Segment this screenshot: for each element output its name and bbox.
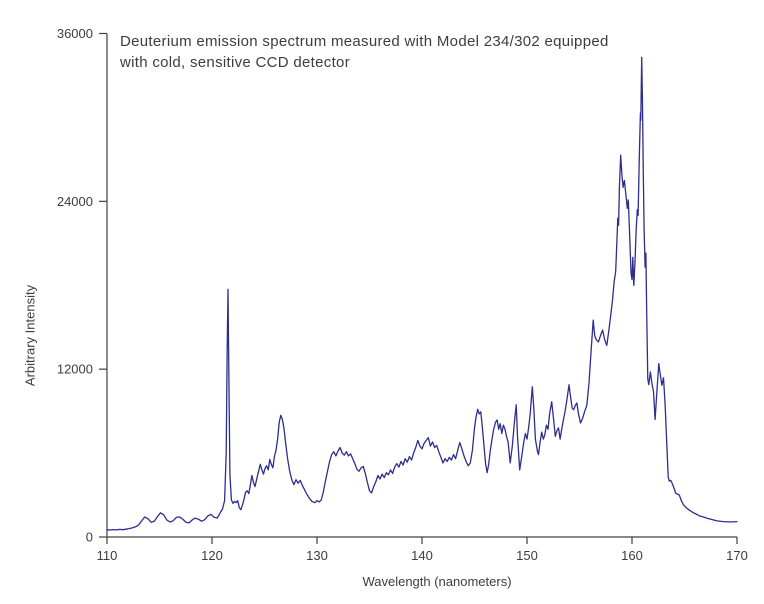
x-tick-label: 170 xyxy=(726,548,748,563)
y-tick-label: 12000 xyxy=(57,362,93,377)
chart-title-line1: Deuterium emission spectrum measured wit… xyxy=(120,33,609,50)
x-tick-label: 140 xyxy=(411,548,433,563)
y-tick-label: 36000 xyxy=(57,26,93,41)
x-tick-label: 160 xyxy=(621,548,643,563)
x-tick-label: 150 xyxy=(516,548,538,563)
y-tick-label: 0 xyxy=(86,530,93,545)
x-tick-label: 120 xyxy=(201,548,223,563)
x-axis-title: Wavelength (nanometers) xyxy=(362,574,512,589)
y-axis-title: Arbitrary Intensity xyxy=(22,284,38,387)
spectrum-line xyxy=(106,56,738,531)
axis-ticks xyxy=(99,32,738,544)
x-tick-label: 130 xyxy=(306,548,328,563)
y-tick-label: 24000 xyxy=(57,194,93,209)
x-tick-label: 110 xyxy=(97,548,118,563)
chart-title: Deuterium emission spectrum measured wit… xyxy=(120,31,609,73)
axis-tick-labels: 110 120 130 140 150 160 170 0 12000 24000 36000 xyxy=(57,26,748,563)
chart-title-line2: with cold, sensitive CCD detector xyxy=(120,54,350,71)
